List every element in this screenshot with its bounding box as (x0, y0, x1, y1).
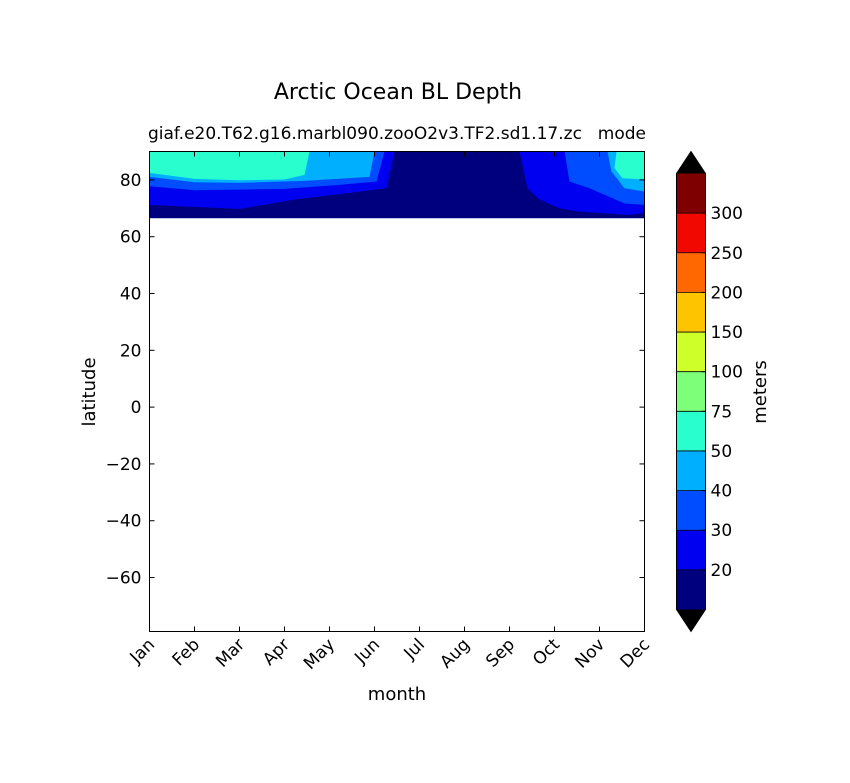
colorbar-swatch-10 (676, 173, 706, 214)
colorbar-label-200: 200 (711, 283, 743, 303)
colorbar-swatch-6 (676, 332, 706, 372)
y-tick-label-6: −40 (106, 512, 142, 532)
colorbar-label-150: 150 (711, 323, 743, 343)
x-tick-label-nov: Nov (571, 635, 609, 673)
x-tick-label-mar: Mar (212, 635, 249, 672)
colorbar-label-50: 50 (711, 442, 733, 462)
colorbar: 20 30 40 50 75 100 150 200 250 300 (676, 150, 743, 633)
colorbar-swatch-0 (676, 569, 706, 610)
y-tick-label-1: 60 (120, 228, 142, 248)
colorbar-label-75: 75 (711, 402, 733, 422)
y-tick-label-7: −60 (106, 569, 142, 589)
colorbar-label-100: 100 (711, 363, 743, 383)
colorbar-swatch-8 (676, 252, 706, 293)
colorbar-swatch-2 (676, 490, 706, 531)
x-tick-label-aug: Aug (436, 635, 474, 673)
chart-subtitle-right: mode (598, 124, 646, 144)
y-tick-label-0: 80 (120, 171, 142, 191)
contour-band-4-right (614, 151, 645, 180)
contour-band-4-left (149, 151, 310, 181)
x-tick-label-jul: Jul (400, 635, 429, 664)
x-axis-label: month (368, 684, 426, 705)
colorbar-swatch-5 (676, 371, 706, 412)
x-tick-label-feb: Feb (169, 635, 204, 670)
colorbar-swatch-7 (676, 292, 706, 333)
colorbar-extend-low (676, 609, 706, 632)
plot-area (149, 151, 645, 219)
plot-frame (149, 151, 645, 632)
y-tick-label-4: 0 (131, 398, 142, 418)
y-axis-label: latitude (79, 357, 100, 426)
x-tick-label-jun: Jun (350, 635, 384, 669)
colorbar-label-30: 30 (711, 521, 733, 541)
x-tick-label-apr: Apr (259, 635, 294, 670)
colorbar-label-250: 250 (711, 244, 743, 264)
colorbar-swatch-4 (676, 411, 706, 451)
colorbar-label-300: 300 (711, 204, 743, 224)
x-tick-label-jan: Jan (126, 635, 159, 668)
x-tick-label-may: May (300, 635, 339, 674)
y-tick-label-5: −20 (106, 455, 142, 475)
y-tick-label-2: 40 (120, 285, 142, 305)
chart-subtitle-left: giaf.e20.T62.g16.marbl090.zooO2v3.TF2.sd… (148, 124, 582, 144)
x-tick-label-oct: Oct (529, 635, 564, 670)
colorbar-label-40: 40 (711, 482, 733, 502)
colorbar-outline (676, 150, 706, 633)
colorbar-swatch-1 (676, 530, 706, 570)
colorbar-swatch-9 (676, 213, 706, 253)
y-tick-label-3: 20 (120, 341, 142, 361)
colorbar-swatch-3 (676, 450, 706, 491)
x-tick-label-dec: Dec (617, 635, 654, 672)
x-axis: Jan Feb Mar Apr May Jun Jul Aug Sep Oct Nov Dec (126, 151, 654, 674)
x-tick-label-sep: Sep (482, 635, 519, 672)
y-axis: 80 60 40 20 0 −20 −40 −60 (106, 171, 645, 589)
colorbar-label-20: 20 (711, 561, 733, 581)
chart-title: Arctic Ocean BL Depth (274, 80, 522, 105)
colorbar-label: meters (750, 360, 771, 424)
colorbar-extend-high (676, 151, 706, 174)
